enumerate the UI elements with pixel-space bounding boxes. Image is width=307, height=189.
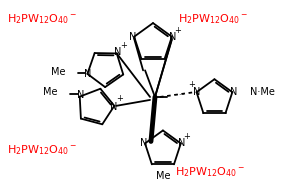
Text: N: N	[110, 102, 117, 112]
Text: H$_2$PW$_{12}$O$_{40}$$^-$: H$_2$PW$_{12}$O$_{40}$$^-$	[7, 12, 78, 26]
Text: N: N	[178, 138, 185, 148]
Text: +: +	[116, 94, 123, 103]
Text: +: +	[120, 41, 127, 50]
Text: +: +	[174, 26, 181, 35]
Text: Me: Me	[43, 87, 58, 97]
Text: N·Me: N·Me	[250, 87, 275, 97]
Text: ····: ····	[173, 91, 184, 101]
Text: Me: Me	[51, 67, 66, 77]
Text: N: N	[169, 32, 177, 42]
Text: N: N	[193, 87, 200, 97]
Text: H$_2$PW$_{12}$O$_{40}$$^-$: H$_2$PW$_{12}$O$_{40}$$^-$	[175, 165, 245, 179]
Text: H$_2$PW$_{12}$O$_{40}$$^-$: H$_2$PW$_{12}$O$_{40}$$^-$	[7, 143, 78, 157]
Text: H$_2$PW$_{12}$O$_{40}$$^-$: H$_2$PW$_{12}$O$_{40}$$^-$	[178, 12, 248, 26]
Text: Me: Me	[156, 171, 170, 181]
Text: N: N	[77, 90, 84, 100]
Text: +: +	[183, 132, 190, 141]
Text: +: +	[188, 80, 195, 89]
Text: N: N	[114, 47, 122, 57]
Text: N: N	[140, 138, 148, 148]
Text: N: N	[84, 69, 91, 79]
Text: N: N	[230, 87, 237, 97]
Text: N: N	[130, 32, 137, 42]
